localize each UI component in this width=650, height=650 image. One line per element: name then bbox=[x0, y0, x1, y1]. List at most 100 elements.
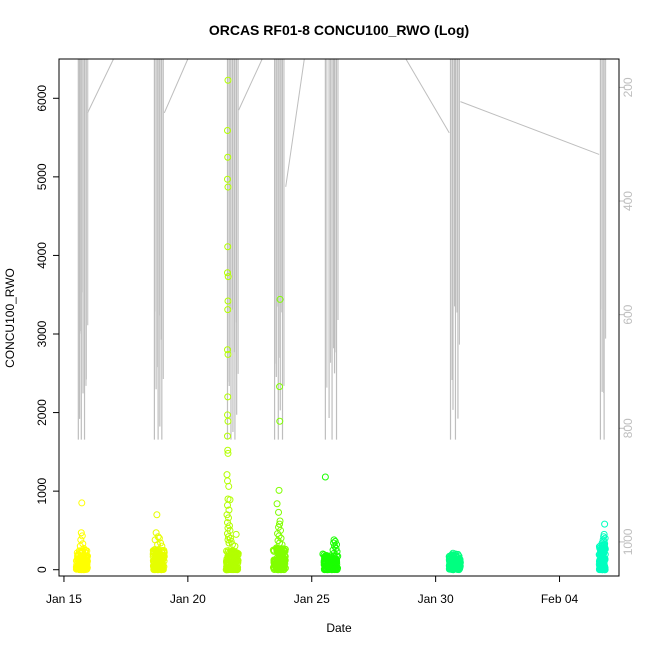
altitude-segment bbox=[77, 59, 89, 440]
data-point bbox=[78, 532, 86, 540]
y-tick-label: 1000 bbox=[35, 477, 49, 504]
chart-title: ORCAS RF01-8 CONCU100_RWO (Log) bbox=[209, 22, 469, 38]
data-point bbox=[333, 541, 341, 549]
data-point bbox=[446, 562, 454, 570]
data-point bbox=[276, 383, 284, 391]
y2-tick-label: 1000 bbox=[621, 528, 635, 555]
data-point bbox=[224, 350, 232, 358]
scatter-points bbox=[72, 76, 609, 574]
data-point bbox=[224, 183, 232, 191]
data-point bbox=[224, 297, 232, 305]
data-point bbox=[275, 532, 283, 540]
data-point bbox=[447, 565, 455, 573]
data-point bbox=[160, 552, 168, 560]
data-point bbox=[223, 501, 231, 509]
data-point bbox=[231, 542, 239, 550]
axes: 0 1000 2000 3000 4000 5000 6000 200 400 600 800 100… bbox=[35, 77, 635, 606]
data-point bbox=[596, 563, 604, 571]
data-point bbox=[226, 556, 234, 564]
data-point bbox=[232, 530, 240, 538]
altitude-connector bbox=[87, 58, 114, 114]
data-point bbox=[274, 566, 282, 574]
data-point bbox=[451, 550, 459, 558]
data-point bbox=[225, 482, 233, 490]
x-tick-label: Jan 30 bbox=[418, 592, 454, 606]
flight-series bbox=[595, 520, 609, 574]
data-point bbox=[224, 306, 232, 314]
y2-tick-label: 200 bbox=[621, 77, 635, 97]
altitude-connector bbox=[405, 58, 450, 134]
altitude-segment bbox=[599, 59, 607, 440]
altitude-connector bbox=[285, 58, 305, 187]
flight-series bbox=[269, 295, 289, 574]
data-point bbox=[223, 346, 231, 354]
data-point bbox=[224, 243, 232, 251]
data-point bbox=[76, 542, 84, 550]
data-point bbox=[278, 541, 286, 549]
data-point bbox=[276, 517, 284, 525]
data-point bbox=[273, 500, 281, 508]
data-point bbox=[275, 508, 283, 516]
data-point bbox=[78, 562, 86, 570]
altitude-trace bbox=[77, 58, 607, 440]
data-point bbox=[224, 153, 232, 161]
data-point bbox=[320, 551, 328, 559]
data-point bbox=[155, 534, 163, 542]
data-point bbox=[446, 558, 454, 566]
y-tick-label: 4000 bbox=[35, 242, 49, 269]
data-point bbox=[600, 533, 608, 541]
y-tick-label: 5000 bbox=[35, 163, 49, 190]
data-point bbox=[331, 537, 339, 545]
flight-series bbox=[319, 473, 342, 574]
data-point bbox=[80, 555, 88, 563]
data-point bbox=[269, 563, 277, 571]
data-point bbox=[224, 393, 232, 401]
data-point bbox=[279, 555, 287, 563]
data-point bbox=[276, 550, 284, 558]
data-point bbox=[72, 565, 80, 573]
y-tick-label: 3000 bbox=[35, 320, 49, 347]
data-point bbox=[223, 432, 231, 440]
data-point bbox=[599, 536, 607, 544]
y-tick-label: 6000 bbox=[35, 85, 49, 112]
data-point bbox=[224, 273, 232, 281]
data-point bbox=[80, 559, 88, 567]
x-tick-label: Jan 15 bbox=[46, 592, 82, 606]
flight-series bbox=[222, 76, 242, 574]
data-point bbox=[330, 549, 338, 557]
data-point bbox=[274, 546, 282, 554]
altitude-segment bbox=[273, 59, 285, 440]
data-point bbox=[329, 559, 337, 567]
altitude-segment bbox=[226, 59, 239, 440]
y2-tick-label: 600 bbox=[621, 304, 635, 324]
data-point bbox=[229, 565, 237, 573]
x-tick-label: Jan 25 bbox=[294, 592, 330, 606]
data-point bbox=[152, 529, 160, 537]
data-point bbox=[281, 545, 289, 553]
flight-series bbox=[445, 549, 464, 574]
data-point bbox=[77, 529, 85, 537]
data-point bbox=[81, 548, 89, 556]
data-point bbox=[224, 76, 232, 84]
data-point bbox=[230, 564, 238, 572]
data-point bbox=[157, 564, 165, 572]
altitude-connector bbox=[163, 58, 189, 114]
x-tick-label: Jan 20 bbox=[170, 592, 206, 606]
data-point bbox=[276, 417, 284, 425]
y-axis-label: CONCU100_RWO bbox=[3, 268, 17, 368]
data-point bbox=[158, 549, 166, 557]
altitude-segment bbox=[153, 59, 164, 440]
data-point bbox=[156, 554, 164, 562]
data-point bbox=[319, 550, 327, 558]
plot-frame bbox=[58, 58, 620, 577]
data-point bbox=[223, 269, 231, 277]
data-point bbox=[224, 449, 232, 457]
altitude-segment bbox=[324, 59, 339, 440]
y2-tick-label: 800 bbox=[621, 418, 635, 438]
data-point bbox=[226, 496, 234, 504]
data-point bbox=[224, 514, 232, 522]
altitude-connector bbox=[238, 58, 263, 111]
data-point bbox=[223, 175, 231, 183]
y-tick-label: 0 bbox=[35, 566, 49, 573]
